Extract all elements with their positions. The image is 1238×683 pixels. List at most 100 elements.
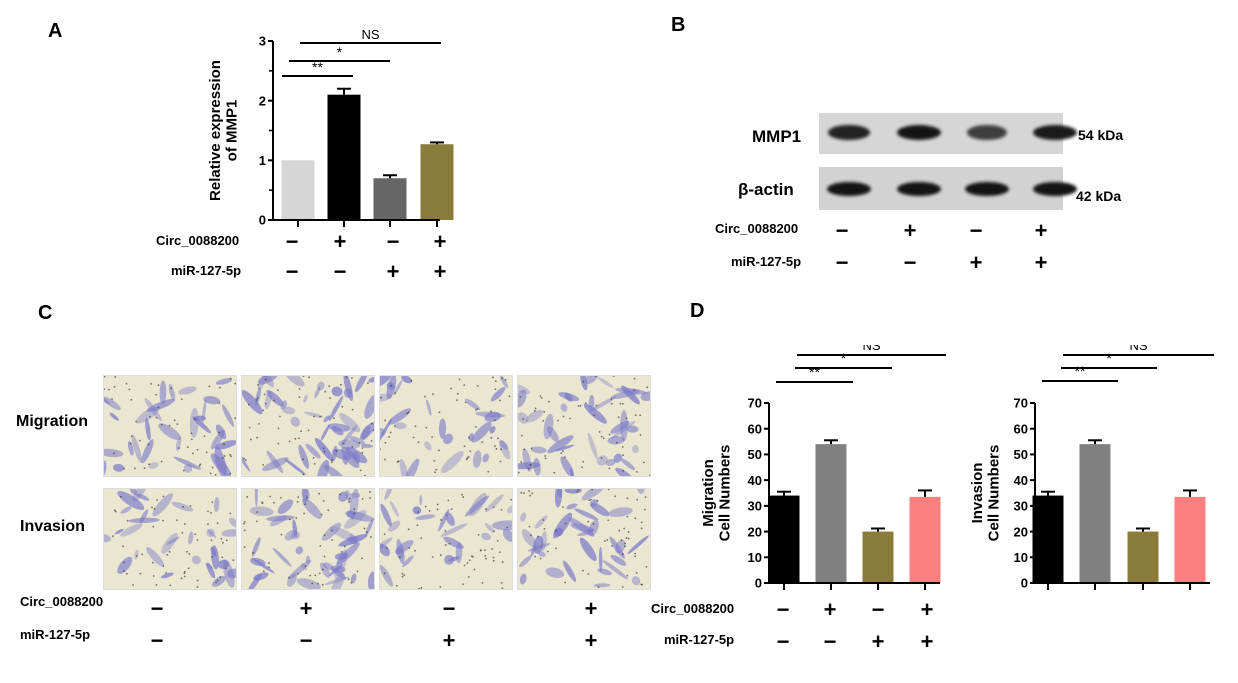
- blot-band-3: [1032, 182, 1078, 196]
- svg-text:Migration: Migration: [700, 459, 717, 527]
- blot-band-0: [827, 125, 871, 140]
- b-actin-kda: 42 kDa: [1076, 188, 1122, 204]
- c-mir-sign-2: +: [442, 628, 456, 653]
- significance-label: *: [1106, 350, 1112, 366]
- b-mmp1-kda: 54 kDa: [1078, 127, 1124, 143]
- c-mir-sign-1: −: [299, 628, 313, 653]
- b-mir-sign-0: −: [835, 250, 849, 275]
- blot-mmp1: [819, 113, 1077, 154]
- y-tick-label: 10: [748, 550, 762, 565]
- y-tick-label: 10: [1014, 550, 1028, 565]
- bar-3: [420, 144, 454, 220]
- migration-micrograph-3: [517, 375, 651, 477]
- d-circ-sign-1: +: [823, 597, 837, 622]
- y-axis-label: Migration Cell Numbers: [700, 445, 734, 542]
- a-circ-sign-2: −: [386, 229, 400, 254]
- invasion-micrograph-2: [379, 488, 513, 590]
- b-circ-sign-0: −: [835, 218, 849, 243]
- y-tick-label: 30: [1014, 499, 1028, 514]
- c-mir-label: miR-127-5p: [20, 627, 91, 642]
- blot-band-3: [1033, 125, 1077, 140]
- bar-0: [768, 495, 800, 583]
- c-migration-label: Migration: [16, 413, 88, 430]
- bar-1: [327, 94, 361, 220]
- c-mir-sign-3: +: [584, 628, 598, 653]
- d-mir-sign-2: +: [871, 629, 885, 654]
- y-tick-label: 3: [259, 34, 266, 49]
- significance-label: *: [337, 44, 343, 60]
- a-mir-sign-0: −: [285, 259, 299, 284]
- y-tick-label: 0: [1021, 576, 1028, 591]
- d-circ-sign-2: −: [871, 597, 885, 622]
- y-tick-label: 70: [1014, 396, 1028, 411]
- b-mmp1-label: MMP1: [752, 127, 802, 146]
- y-tick-label: 70: [748, 396, 762, 411]
- d-mir-sign-3: +: [920, 629, 934, 654]
- migration-micrograph-0: [103, 375, 237, 477]
- migration-micrograph-1: [241, 375, 375, 477]
- panel-letter-d: D: [690, 300, 705, 322]
- y-tick-label: 40: [1014, 473, 1028, 488]
- invasion-micrograph-1: [241, 488, 375, 590]
- significance-label: **: [1075, 363, 1086, 379]
- y-tick-label: 20: [748, 524, 762, 539]
- b-circ-label: Circ_0088200: [715, 221, 799, 236]
- blot-band-2: [966, 125, 1008, 140]
- svg-text:Invasion: Invasion: [970, 463, 986, 524]
- c-circ-sign-2: −: [442, 596, 456, 621]
- y-tick-label: 0: [259, 213, 266, 228]
- significance-label: **: [809, 364, 820, 380]
- significance-label: NS: [361, 27, 379, 42]
- c-circ-sign-0: −: [150, 596, 164, 621]
- b-mir-sign-2: +: [969, 250, 983, 275]
- bar-3: [909, 496, 941, 583]
- y-tick-label: 60: [1014, 421, 1028, 436]
- c-circ-label: Circ_0088200: [20, 594, 104, 609]
- significance-label: NS: [1129, 345, 1147, 353]
- a-mir-sign-2: +: [386, 259, 400, 284]
- a-mir-sign-3: +: [433, 259, 447, 284]
- b-actin-label: β-actin: [738, 180, 794, 199]
- blot-band-0: [826, 182, 872, 196]
- b-mir-label: miR-127-5p: [731, 254, 802, 269]
- y-axis-label: Invasion Cell Numbers: [970, 445, 1003, 542]
- y-tick-label: 0: [755, 576, 762, 591]
- a-circ-sign-1: +: [333, 229, 347, 254]
- y-tick-label: 20: [1014, 524, 1028, 539]
- c-invasion-label: Invasion: [20, 518, 85, 535]
- y-tick-label: 50: [748, 447, 762, 462]
- bar-2: [862, 531, 894, 583]
- c-circ-sign-1: +: [299, 596, 313, 621]
- bar-2: [373, 178, 407, 220]
- b-circ-sign-1: +: [903, 218, 917, 243]
- panel-letter-a: A: [48, 20, 63, 42]
- b-circ-sign-2: −: [969, 218, 983, 243]
- significance-label: *: [841, 350, 847, 366]
- panel-letter-b: B: [671, 14, 686, 36]
- bar-3: [1174, 496, 1206, 583]
- c-mir-sign-0: −: [150, 628, 164, 653]
- d-mir-sign-1: −: [823, 629, 837, 654]
- d-circ-label: Circ_0088200: [651, 601, 735, 616]
- bar-1: [815, 444, 847, 583]
- b-circ-sign-3: +: [1034, 218, 1048, 243]
- a-mir-label: miR-127-5p: [171, 263, 242, 278]
- panel-letter-c: C: [38, 302, 53, 324]
- blot-band-1: [896, 182, 942, 196]
- bar-0: [1032, 495, 1064, 583]
- bar-2: [1127, 531, 1159, 583]
- a-circ-sign-0: −: [285, 229, 299, 254]
- invasion-micrograph-3: [517, 488, 651, 590]
- d-mir-sign-0: −: [776, 629, 790, 654]
- y-tick-label: 60: [748, 421, 762, 436]
- bar-0: [281, 160, 315, 220]
- y-tick-label: 30: [748, 499, 762, 514]
- migration-micrograph-2: [379, 375, 513, 477]
- blot-band-2: [964, 182, 1010, 196]
- svg-text:Cell Numbers: Cell Numbers: [717, 445, 734, 542]
- c-circ-sign-3: +: [584, 596, 598, 621]
- d-circ-sign-3: +: [920, 597, 934, 622]
